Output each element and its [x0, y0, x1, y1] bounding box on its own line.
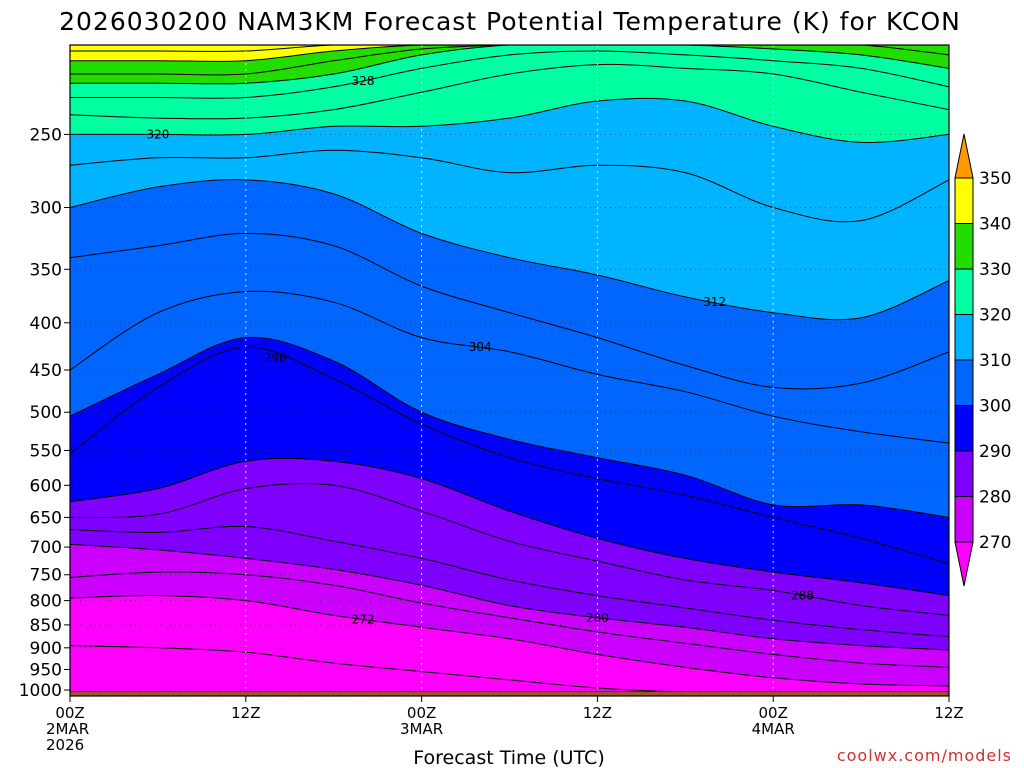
y-tick-label-1000: 1000	[19, 681, 62, 701]
band-fill-340	[70, 45, 949, 62]
y-tick-label-900: 900	[30, 639, 62, 659]
x-tick-label: 12Z	[583, 704, 612, 722]
isentrope-284	[70, 525, 949, 637]
colorbar-segment-300	[954, 359, 974, 406]
x-tick-label: 12Z	[934, 704, 963, 722]
colorbar-top-arrow	[954, 133, 974, 179]
colorbar-tick-320: 320	[979, 306, 1011, 326]
isentrope-288	[70, 482, 949, 616]
colorbar-segment-270	[954, 496, 974, 543]
filled-contours	[70, 45, 949, 693]
y-tick-label-300: 300	[30, 199, 62, 219]
y-axis: 250 300 350 400 450 500 550 600 650 700 750 800 850 9…	[19, 125, 70, 701]
colorbar-segment-340	[954, 177, 974, 224]
contour-label-328: 328	[352, 74, 375, 88]
x-tick-label: 00Z	[407, 704, 436, 722]
colorbar-segment-310	[954, 314, 974, 361]
y-tick-label-800: 800	[30, 592, 62, 612]
isentrope-296	[70, 346, 949, 565]
isentrope-272	[70, 595, 949, 687]
y-tick-label-600: 600	[30, 476, 62, 496]
isentrope-312	[70, 179, 949, 321]
isentrope-268	[70, 645, 949, 693]
isentrope-292	[70, 457, 949, 597]
isentrope-320	[70, 97, 949, 144]
colorbar-tick-270: 270	[979, 533, 1011, 553]
y-tick-label-950: 950	[30, 660, 62, 680]
isentrope-304	[70, 290, 949, 444]
colorbar-segment-330	[954, 223, 974, 270]
isentrope-276	[70, 571, 949, 668]
isentrope-308	[70, 232, 949, 390]
isentrope-lines	[70, 45, 949, 693]
contour-label-304: 304	[469, 340, 492, 354]
colorbar-tick-310: 310	[979, 351, 1011, 371]
y-tick-label-550: 550	[30, 441, 62, 461]
y-tick-label-450: 450	[30, 361, 62, 381]
y-tick-label-250: 250	[30, 125, 62, 145]
contour-label-272: 272	[352, 612, 375, 626]
x-axis-label: Forecast Time (UTC)	[413, 747, 604, 768]
colorbar-tick-280: 280	[979, 488, 1011, 508]
y-tick-label-850: 850	[30, 616, 62, 636]
x-tick-label: 4MAR	[752, 720, 795, 738]
colorbar-tick-330: 330	[979, 260, 1011, 280]
band-fill-344	[70, 45, 949, 52]
chart-title: 2026030200 NAM3KM Forecast Potential Tem…	[59, 7, 961, 36]
y-tick-label-500: 500	[30, 403, 62, 423]
colorbar-tick-290: 290	[979, 442, 1011, 462]
y-tick-label-350: 350	[30, 260, 62, 280]
credit-text: coolwx.com/models	[837, 746, 1012, 765]
colorbar-tick-300: 300	[979, 397, 1011, 417]
contour-label-312: 312	[703, 295, 726, 309]
colorbar-segment-290	[954, 405, 974, 452]
plot-area: 272 280 288 296 304 312 320 328	[70, 45, 949, 696]
colorbar-segment-280	[954, 450, 974, 497]
isentrope-328	[70, 50, 949, 99]
colorbar-tick-350: 350	[979, 169, 1011, 189]
y-tick-label-750: 750	[30, 566, 62, 586]
y-tick-label-700: 700	[30, 538, 62, 558]
y-tick-label-400: 400	[30, 314, 62, 334]
y-tick-label-650: 650	[30, 508, 62, 528]
x-tick-label: 2026	[46, 736, 84, 754]
x-tick-label: 2MAR	[46, 720, 89, 738]
x-tick-label: 3MAR	[400, 720, 443, 738]
colorbar-bottom-arrow	[954, 541, 974, 587]
isentrope-324	[70, 63, 949, 120]
isentrope-280	[70, 543, 949, 651]
isentrope-336	[70, 45, 949, 76]
ground-surface	[70, 692, 949, 696]
contour-label-280: 280	[586, 611, 609, 625]
contour-labels: 272 280 288 296 304 312 320 328	[146, 74, 814, 627]
x-tick-label: 00Z	[759, 704, 788, 722]
contour-label-288: 288	[791, 589, 814, 603]
colorbar-tick-340: 340	[979, 215, 1011, 235]
grid-lines	[70, 45, 949, 696]
isentrope-316	[70, 149, 949, 223]
isentrope-344	[70, 45, 949, 52]
x-tick-label: 00Z	[55, 704, 84, 722]
x-tick-label: 12Z	[231, 704, 260, 722]
contour-label-296: 296	[264, 351, 287, 365]
colorbar-segment-320	[954, 268, 974, 315]
isentrope-332	[70, 45, 949, 85]
isentrope-300	[70, 336, 949, 518]
contour-label-320: 320	[146, 127, 169, 141]
isentrope-340	[70, 45, 949, 62]
colorbar: 270 280 290 300 310 320 330 340 350	[954, 133, 1011, 587]
